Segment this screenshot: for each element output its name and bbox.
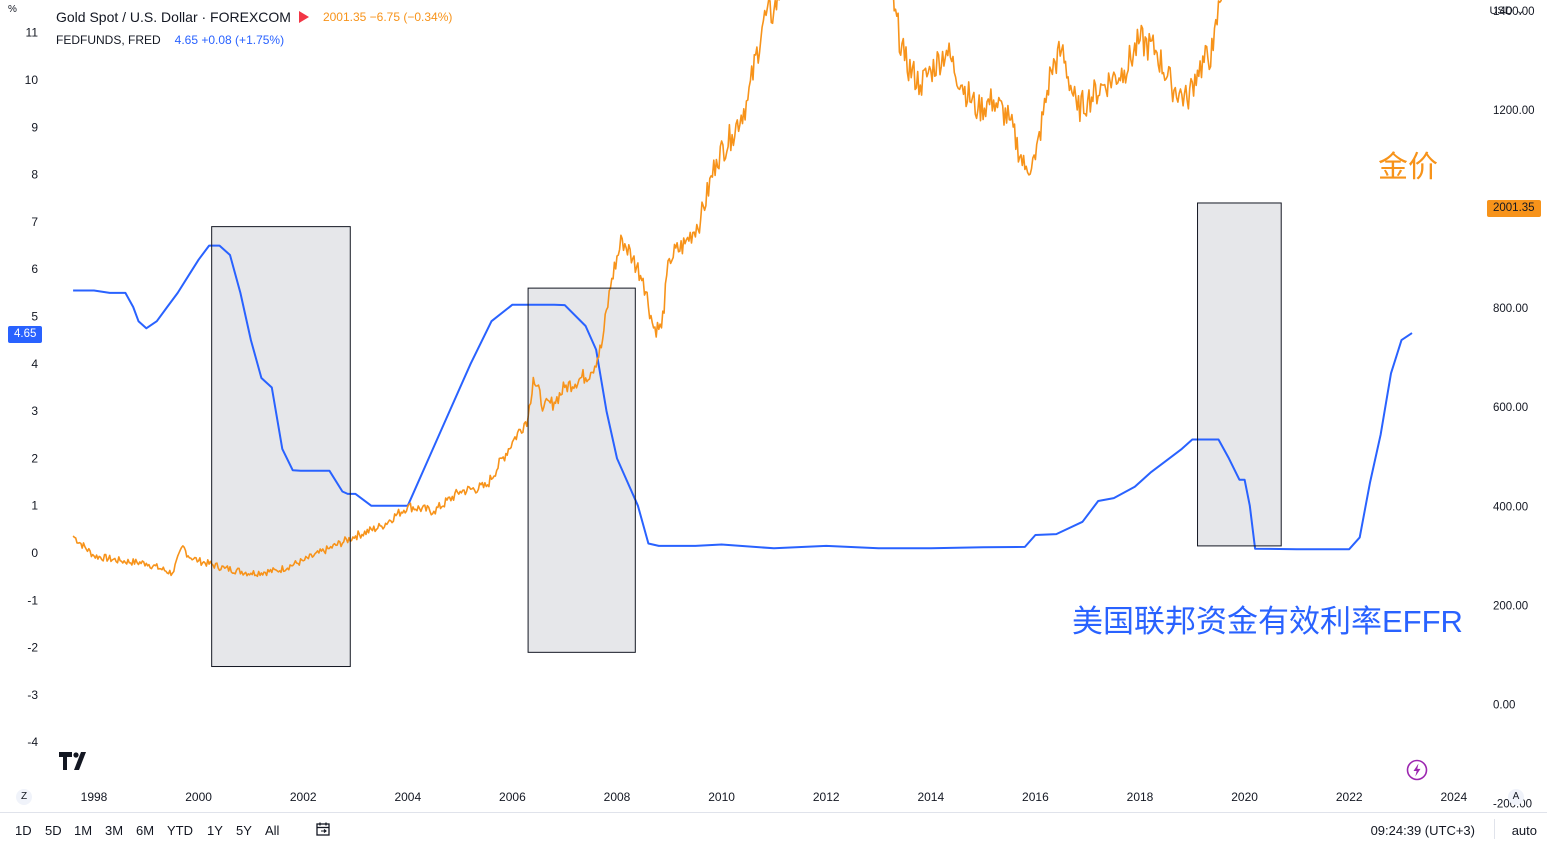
fed-annotation: 美国联邦资金有效利率EFFR [1072,604,1463,639]
highlight-box-outline-3 [1197,202,1282,547]
lightning-icon[interactable] [1406,759,1428,781]
x-tick-label: 2022 [1336,790,1363,804]
right-tick-label: 0.00 [1493,700,1515,712]
x-tick-label: 2010 [708,790,735,804]
highlight-box-outlines [211,202,1282,668]
percent-unit-label: % [8,4,17,15]
left-tick-label: -2 [27,641,38,655]
flag-icon [298,11,309,23]
secondary-values: 4.65 +0.08 (+1.75%) [174,33,285,47]
range-all[interactable]: All [265,823,280,838]
x-tick-label: 2000 [185,790,212,804]
right-tick-label: 200.00 [1493,600,1528,612]
range-3m[interactable]: 3M [105,823,124,838]
x-tick-label: 2008 [604,790,631,804]
currency-selector[interactable]: USD ⌄ [1489,4,1525,17]
range-5y[interactable]: 5Y [236,823,252,838]
left-tick-label: 5 [31,310,38,324]
left-tick-label: 8 [31,168,38,182]
left-tick-label: -1 [27,593,38,607]
fedfunds-series-line [73,244,1413,551]
left-tick-label: 4 [31,357,38,371]
left-tick-label: -3 [27,688,38,702]
range-1y[interactable]: 1Y [207,823,223,838]
x-tick-label: 1998 [81,790,108,804]
toolbar-divider [1494,819,1495,839]
right-tick-label: 600.00 [1493,402,1528,414]
left-tick-label: 10 [25,73,39,87]
range-ytd[interactable]: YTD [167,823,193,838]
left-tick-label: 9 [31,120,38,134]
left-tick-label: 2 [31,451,38,465]
x-tick-label: 2006 [499,790,526,804]
x-tick-label: 2016 [1022,790,1049,804]
chart-legend: Gold Spot / U.S. Dollar · FOREXCOM 2001.… [56,6,452,51]
x-tick-label: 2018 [1127,790,1154,804]
x-tick-label: 2024 [1440,790,1467,804]
gold-annotation: 金价 [1378,151,1438,184]
legend-row-fed[interactable]: FEDFUNDS, FRED 4.65 +0.08 (+1.75%) [56,29,452,51]
left-tick-label: 11 [26,26,39,40]
x-tick-label: 2020 [1231,790,1258,804]
fed-last-value-badge: 4.65 [8,326,43,343]
x-tick-label: 2002 [290,790,317,804]
highlight-box-outline-2 [527,287,636,653]
left-tick-label: -4 [27,735,38,749]
left-tick-label: 7 [31,215,38,229]
highlight-boxes [211,202,1282,667]
range-6m[interactable]: 6M [136,823,155,838]
left-tick-label: 1 [31,499,38,513]
x-tick-label: 2004 [394,790,421,804]
right-axis: 2600.002400.002200.002000.001800.001600.… [1493,6,1535,811]
right-tick-label: 1400.00 [1493,6,1535,18]
symbol-values: 2001.35 −6.75 (−0.34%) [322,10,453,24]
auto-scale-corner-button[interactable]: A [1508,789,1524,805]
x-axis: 1998 2000 2002 2004 2006 2008 2010 2012 2014 2016… [81,790,1468,804]
tradingview-logo-icon[interactable] [59,752,91,770]
left-tick-label: 3 [31,404,38,418]
left-tick-label: 0 [31,546,38,560]
x-tick-label: 2012 [813,790,840,804]
symbol-title: Gold Spot / U.S. Dollar · FOREXCOM [56,9,291,25]
left-tick-label: 6 [31,262,38,276]
calendar-range-icon[interactable] [316,822,330,836]
highlight-box-3 [1197,202,1282,546]
highlight-box-outline-1 [211,226,351,668]
range-1d[interactable]: 1D [15,823,32,838]
secondary-title: FEDFUNDS, FRED [56,33,161,47]
range-5d[interactable]: 5D [45,823,62,838]
clock-time[interactable]: 09:24:39 (UTC+3) [1370,823,1475,838]
right-tick-label: 800.00 [1493,303,1528,315]
range-1m[interactable]: 1M [74,823,93,838]
chevron-down-icon: ⌄ [1512,5,1525,17]
scale-mode-auto[interactable]: auto [1511,823,1537,838]
bottom-toolbar: 1D 5D 1M 3M 6M YTD 1Y 5Y All 09:24:39 (U… [0,812,1547,845]
highlight-box-2 [528,288,636,653]
currency-label: USD [1489,5,1513,17]
gold-series-line [72,0,1222,578]
x-tick-label: 2014 [917,790,944,804]
zoom-corner-button[interactable]: Z [16,789,32,805]
right-tick-label: 400.00 [1493,501,1528,513]
gold-last-value-badge: 2001.35 [1487,200,1541,217]
legend-row-gold[interactable]: Gold Spot / U.S. Dollar · FOREXCOM 2001.… [56,6,452,28]
right-tick-label: 1200.00 [1493,105,1535,117]
